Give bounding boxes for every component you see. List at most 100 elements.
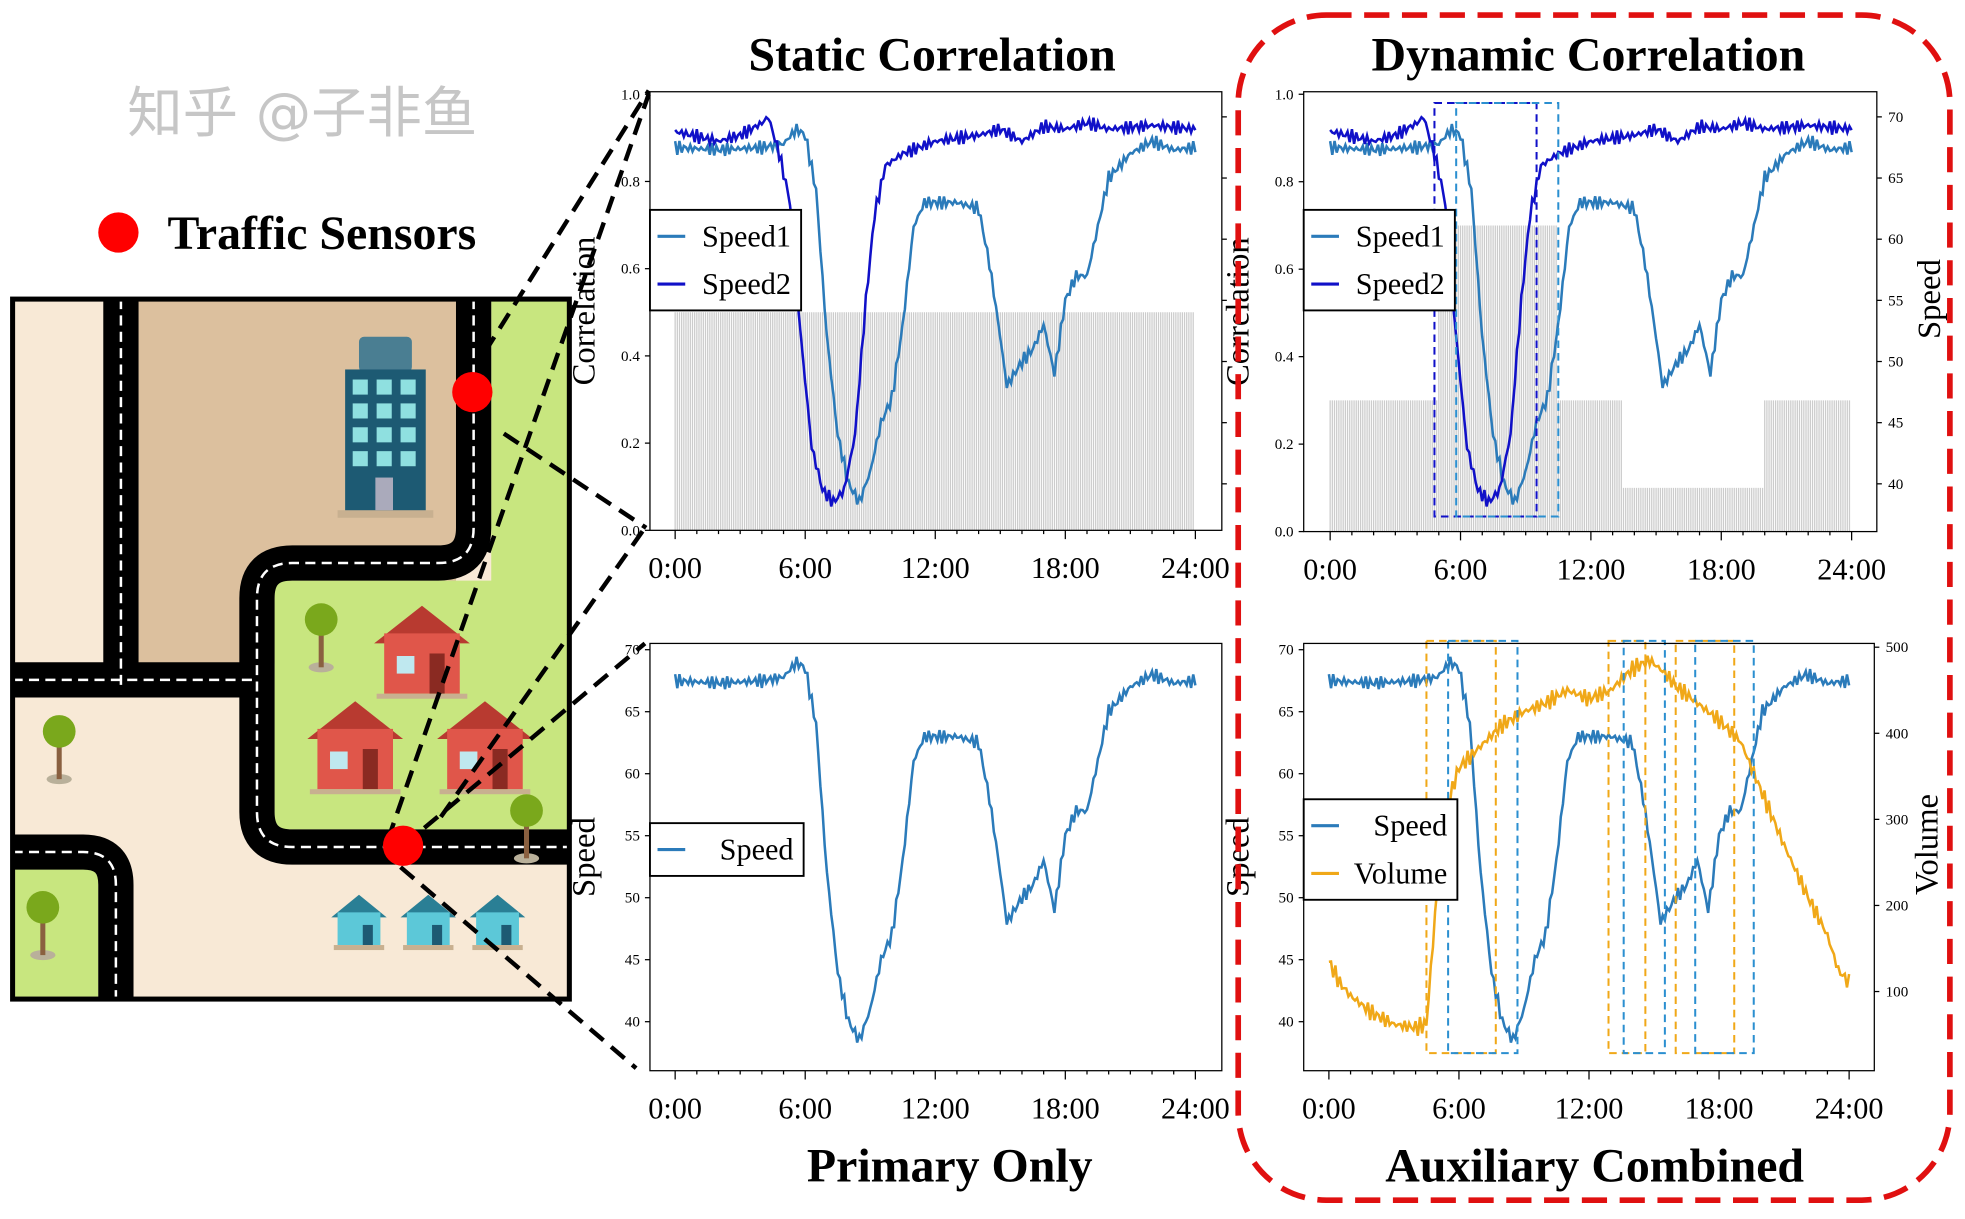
highlight-window xyxy=(1694,639,1755,1055)
chart-primary: 0:00 6:00 12:00 18:00 24:00 40 45 50 55 60 65 70 Spe… xyxy=(567,643,1230,1126)
canopy xyxy=(304,603,338,636)
window xyxy=(376,451,392,467)
x-tick-label: 12:00 xyxy=(1556,552,1625,586)
window xyxy=(352,451,368,467)
trunk xyxy=(524,823,530,859)
legend-box xyxy=(649,208,803,312)
house-icon xyxy=(374,605,470,699)
y-axis-label: Speed xyxy=(567,817,603,897)
roof xyxy=(400,894,456,918)
door xyxy=(362,924,373,946)
window xyxy=(459,751,478,770)
x-tick-label: 18:00 xyxy=(1031,1091,1100,1125)
y-right-tick-label: 400 xyxy=(1886,726,1909,742)
y-right-tick-label: 100 xyxy=(1886,985,1909,1001)
highlight-window xyxy=(1447,639,1519,1055)
window xyxy=(352,427,368,443)
window xyxy=(330,751,348,770)
y-tick-label: 0.8 xyxy=(1275,175,1294,191)
y-right-tick-label: 40 xyxy=(1888,477,1903,493)
road-markings xyxy=(12,299,570,1000)
x-tick-label: 0:00 xyxy=(1302,1091,1356,1125)
y-tick-label: 40 xyxy=(625,1015,640,1031)
y-tick-label: 0.6 xyxy=(621,262,640,278)
x-tick-label: 6:00 xyxy=(778,551,832,585)
y-right-tick-label: 45 xyxy=(1888,416,1903,432)
x-tick-label: 6:00 xyxy=(778,1091,832,1125)
base xyxy=(439,789,531,795)
wall xyxy=(337,912,381,946)
y-tick-label: 0.4 xyxy=(1275,350,1294,366)
wall xyxy=(447,728,523,790)
park-area xyxy=(274,299,570,830)
x-tick-label: 18:00 xyxy=(1685,1091,1754,1125)
y-tick-label: 0.2 xyxy=(621,436,640,452)
chart-auxiliary: 0:00 6:00 12:00 18:00 24:00 40 45 50 55 60 65 70 100… xyxy=(1220,639,1945,1125)
legend-box xyxy=(1302,208,1456,312)
window xyxy=(396,655,415,674)
door xyxy=(501,924,512,946)
tree-icon xyxy=(26,891,60,961)
series-line-speed1 xyxy=(673,123,1197,505)
y-right-tick-label: 65 xyxy=(1888,171,1903,187)
legend-label: Speed1 xyxy=(702,219,791,253)
canopy xyxy=(42,715,76,748)
dynamic-highlight-frame xyxy=(1235,12,1953,1203)
base xyxy=(333,945,385,951)
y-tick-label: 0.4 xyxy=(621,349,640,365)
trunk xyxy=(56,743,62,780)
y-tick-label: 60 xyxy=(1279,767,1294,783)
y-right-tick-label: 500 xyxy=(1886,640,1909,656)
y-tick-label: 55 xyxy=(1279,829,1294,845)
window xyxy=(376,403,392,419)
chart-dynamic: 0:00 6:00 12:00 18:00 24:00 0.0 0.2 0.4 0.6 0.8 1.… xyxy=(1220,87,1948,586)
trunk xyxy=(318,632,324,668)
trees xyxy=(26,603,543,961)
y-tick-label: 45 xyxy=(625,953,640,969)
traffic-sensor-1 xyxy=(452,371,493,413)
y-tick-label: 65 xyxy=(625,705,640,721)
office-building-icon xyxy=(337,336,434,518)
x-tick-label: 0:00 xyxy=(648,551,702,585)
legend-label: Speed1 xyxy=(1356,219,1445,253)
primary-title: Primary Only xyxy=(807,1139,1093,1192)
legend-label: Speed2 xyxy=(702,267,791,301)
x-tick-label: 18:00 xyxy=(1687,552,1756,586)
base xyxy=(376,693,468,699)
y-tick-label: 50 xyxy=(625,891,640,907)
wall xyxy=(406,912,450,946)
window xyxy=(352,403,368,419)
y-tick-label: 60 xyxy=(625,767,640,783)
canopy xyxy=(510,794,543,827)
window xyxy=(352,379,368,395)
y-tick-label: 0.0 xyxy=(621,523,640,539)
roof xyxy=(469,894,526,918)
window xyxy=(400,403,416,419)
y-tick-label: 0.0 xyxy=(1275,525,1294,541)
y-right-tick-label: 200 xyxy=(1886,898,1909,914)
y-tick-label: 1.0 xyxy=(621,87,640,103)
trunk xyxy=(40,919,46,956)
legend-label: Speed xyxy=(720,833,794,867)
door xyxy=(429,653,445,694)
y-right-tick-label: 300 xyxy=(1886,812,1909,828)
y-tick-label: 70 xyxy=(625,643,640,659)
y-tick-label: 0.2 xyxy=(1275,437,1294,453)
wall xyxy=(317,728,393,790)
series-line-speed1 xyxy=(1327,656,1851,1043)
y-tick-label: 70 xyxy=(1279,643,1294,659)
y-tick-label: 65 xyxy=(1279,705,1294,721)
sensor-legend-label: Traffic Sensors xyxy=(168,207,477,260)
y-tick-label: 1.0 xyxy=(1275,87,1294,103)
small-house-icon xyxy=(400,894,456,951)
x-tick-label: 12:00 xyxy=(901,551,970,585)
sensor-links xyxy=(385,89,651,1070)
x-tick-label: 12:00 xyxy=(901,1091,970,1125)
window xyxy=(400,427,416,443)
highlight-window xyxy=(1607,639,1647,1055)
x-tick-label: 24:00 xyxy=(1817,552,1886,586)
series-line-speed2 xyxy=(1329,114,1853,507)
x-tick-label: 6:00 xyxy=(1434,552,1488,586)
x-tick-label: 0:00 xyxy=(1303,552,1357,586)
small-house-icon xyxy=(331,894,387,951)
